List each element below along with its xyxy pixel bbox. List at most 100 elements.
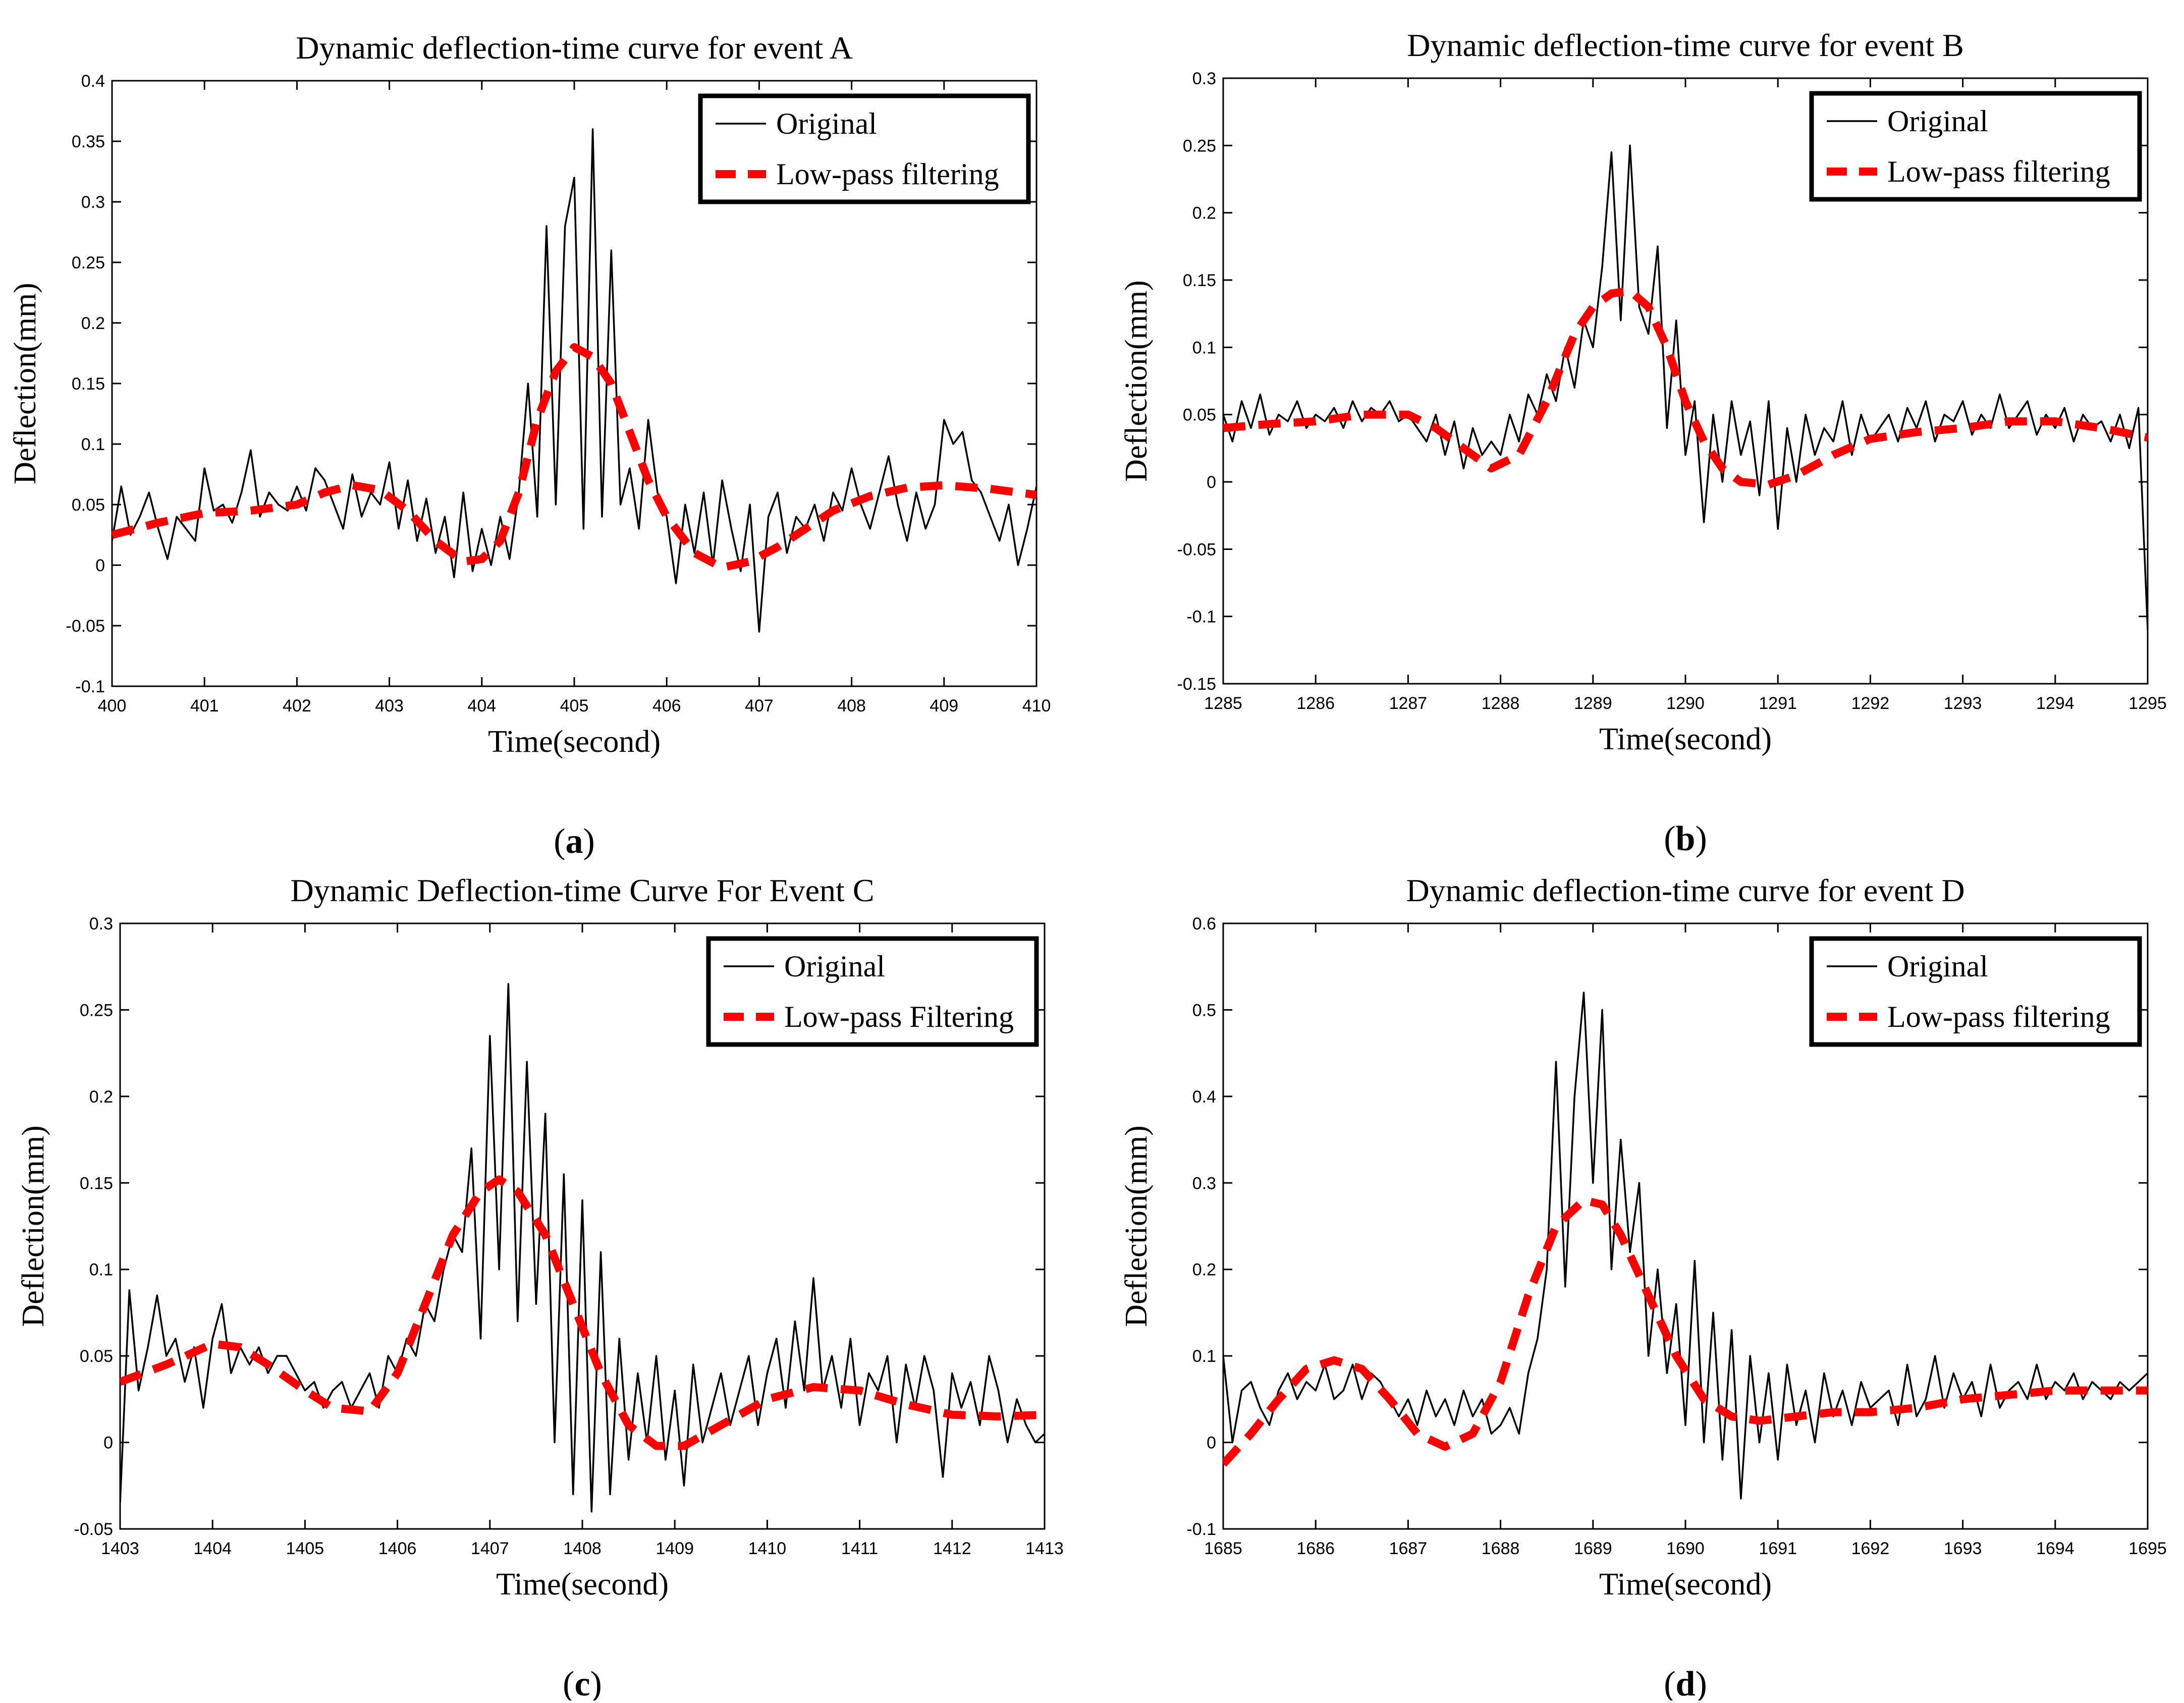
x-tick-label: 1286 [1296,694,1335,713]
y-tick-label: 0.25 [80,1001,113,1020]
x-tick-label: 403 [375,696,404,716]
x-tick-label: 1405 [286,1539,324,1558]
x-tick-label: 1285 [1204,694,1242,713]
x-tick-label: 404 [467,696,496,716]
legend: Original Low-pass filtering [1809,91,2142,202]
y-tick-label: 0.4 [81,72,105,91]
y-tick-label: 0.05 [1183,406,1216,425]
x-tick-label: 1413 [1025,1539,1064,1558]
legend-entry-label: Low-pass Filtering [784,1000,1014,1033]
x-tick-label: 1691 [1759,1539,1797,1558]
legend-box [1809,91,2142,202]
y-axis-label: Deflection(mm) [1119,1125,1154,1327]
x-axis-label: Time(second) [496,1567,669,1602]
x-tick-label: 405 [560,696,589,716]
legend-box [706,936,1039,1047]
y-tick-label: 0.5 [1192,1001,1216,1020]
x-tick-label: 1693 [1944,1539,1982,1558]
x-axis-label: Time(second) [488,725,661,759]
y-tick-label: 0.2 [81,314,105,333]
x-tick-label: 401 [190,696,219,716]
x-tick-label: 1690 [1666,1539,1705,1558]
y-tick-label: 0 [1207,473,1216,492]
y-tick-label: -0.15 [1177,675,1217,694]
series-line-original [120,983,1045,1513]
y-tick-label: -0.05 [74,1520,114,1539]
series-group [1223,992,2148,1500]
panel-letter: b [1676,819,1696,858]
y-tick-label: -0.05 [66,617,105,636]
panel-label: (d) [1664,1665,1707,1700]
chart-panel-c: 1403 1404 1405 1406 1407 1408 1409 1410 1411 1412… [16,872,1064,1703]
x-tick-label: 1685 [1204,1539,1242,1558]
x-tick-label: 402 [283,696,311,716]
y-tick-label: 0.05 [72,496,105,515]
legend-entry-label: Low-pass filtering [776,157,999,191]
y-tick-label: 0.3 [1192,69,1216,88]
x-axis-label: Time(second) [1599,722,1772,756]
x-tick-label: 1688 [1482,1539,1520,1558]
y-tick-label: 0.1 [89,1260,113,1280]
y-tick-label: 0.15 [72,374,105,394]
y-tick-label: 0.2 [89,1087,113,1107]
x-tick-label: 409 [930,696,958,716]
series-line-filtered [112,343,1036,572]
panel-label: (a) [554,822,595,861]
y-tick-label: 0.15 [80,1174,113,1193]
x-axis-label: Time(second) [1599,1567,1772,1602]
x-tick-label: 1290 [1666,694,1705,713]
panel-letter: a [566,822,583,861]
legend-entry-label: Original [1887,104,1988,138]
x-tick-label: 1410 [748,1539,787,1558]
legend-box [698,93,1031,204]
y-tick-label: 0.25 [72,253,105,272]
y-axis-label: Deflection(mm) [16,1125,50,1327]
y-tick-label: 0.2 [1192,1260,1216,1280]
x-tick-label: 1295 [2128,694,2167,713]
y-tick-label: 0.1 [1192,338,1216,357]
x-tick-label: 400 [98,696,127,716]
x-tick-label: 1686 [1296,1539,1335,1558]
legend: Original Low-pass filtering [1809,936,2142,1047]
x-tick-label: 1411 [841,1539,878,1558]
legend-box [1809,936,2142,1047]
x-tick-label: 1692 [1851,1539,1890,1558]
y-tick-label: 0.4 [1192,1087,1216,1107]
y-tick-label: -0.1 [75,677,105,696]
legend: Original Low-pass filtering [698,93,1031,204]
chart-title: Dynamic deflection-time curve for event … [1407,27,1964,63]
legend-entry-label: Low-pass filtering [1887,1000,2110,1033]
x-tick-label: 410 [1022,696,1051,716]
y-tick-label: 0 [103,1434,113,1453]
y-tick-label: 0.3 [89,914,113,933]
y-tick-label: 0.25 [1183,136,1216,155]
chart-panel-b: 1285 1286 1287 1288 1289 1290 1291 1292 1293 1294… [1119,27,2167,858]
y-tick-label: 0.2 [1192,204,1216,223]
x-tick-label: 408 [837,696,866,716]
y-tick-label: 0.6 [1192,914,1216,933]
legend-entry-label: Original [776,107,877,140]
x-tick-label: 406 [652,696,681,716]
series-group [112,128,1036,633]
legend: Original Low-pass Filtering [706,936,1039,1047]
chart-panel-a: 400 401 402 403 404 405 406 407 408 409 410 -0.1 -0.… [8,30,1051,861]
y-tick-label: 0 [1207,1434,1216,1453]
x-tick-label: 1689 [1574,1539,1612,1558]
series-group [1223,144,2148,630]
x-tick-label: 1695 [2128,1539,2167,1558]
x-tick-label: 1293 [1944,694,1982,713]
y-tick-label: 0.05 [80,1347,113,1366]
series-line-filtered [1223,1196,2148,1467]
x-tick-label: 1409 [656,1539,694,1558]
x-tick-label: 1406 [378,1539,417,1558]
legend-entry-label: Low-pass filtering [1887,155,2110,188]
y-tick-label: 0.15 [1183,271,1216,290]
panel-label: (c) [563,1665,602,1700]
legend-entry-label: Original [784,950,885,983]
x-tick-label: 1408 [563,1539,602,1558]
x-tick-label: 1694 [2036,1539,2074,1558]
series-group [120,983,1045,1513]
panel-label: (b) [1664,819,1707,858]
